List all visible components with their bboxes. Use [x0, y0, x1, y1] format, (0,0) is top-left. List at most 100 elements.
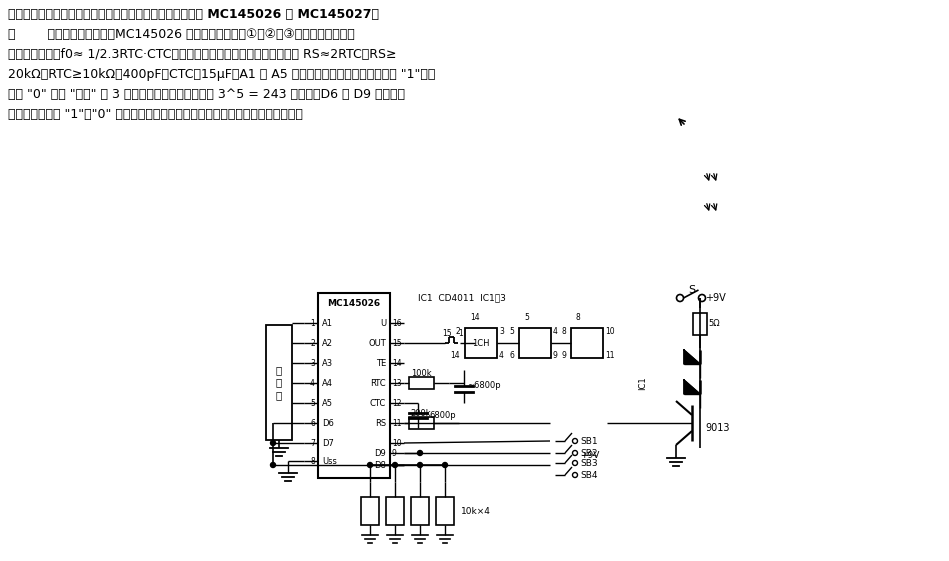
Text: SB1: SB1 — [580, 436, 598, 445]
Text: 电平 "0" 或者 "开路" 这 3 种状态，这样最多可以编成 3^5 = 243 种码型。D6 ～ D9 是数据输: 电平 "0" 或者 "开路" 这 3 种状态，这样最多可以编成 3^5 = 24… — [8, 88, 405, 101]
Text: 四路红外遥控器核心器件采用一对多路遥控编译码集成电路 MC145026 和 MC145027。: 四路红外遥控器核心器件采用一对多路遥控编译码集成电路 MC145026 和 MC… — [8, 8, 379, 21]
Text: 5: 5 — [310, 398, 315, 407]
Circle shape — [442, 462, 448, 467]
Text: D8: D8 — [374, 461, 386, 470]
Text: 14: 14 — [470, 314, 479, 323]
Text: 定其时钟频率，f0≈ 1/2.3RTC·CTC。这里对阻容件有一个限定范围，要求 RS≈2RTC、RS≥: 定其时钟频率，f0≈ 1/2.3RTC·CTC。这里对阻容件有一个限定范围，要求… — [8, 48, 397, 61]
Text: 1: 1 — [458, 329, 463, 338]
Text: SB2: SB2 — [580, 448, 598, 458]
Text: +9V: +9V — [580, 450, 600, 459]
Text: 8: 8 — [561, 327, 566, 335]
Bar — [436, 497, 454, 525]
Polygon shape — [684, 350, 700, 364]
Text: 11: 11 — [605, 351, 615, 360]
Text: RS: RS — [375, 419, 386, 427]
Circle shape — [393, 462, 398, 467]
Text: 14: 14 — [451, 351, 460, 360]
Text: 6: 6 — [509, 351, 514, 360]
Text: 8: 8 — [576, 314, 581, 323]
Bar — [693, 313, 707, 335]
Circle shape — [270, 462, 275, 467]
Text: +9V: +9V — [705, 293, 726, 303]
Text: ~6800p: ~6800p — [467, 381, 501, 390]
Bar — [386, 497, 404, 525]
Bar — [411, 497, 429, 525]
Text: 6800p: 6800p — [429, 411, 456, 420]
Text: 10k×4: 10k×4 — [461, 507, 491, 516]
Text: 4: 4 — [499, 351, 504, 360]
Text: 5: 5 — [524, 314, 529, 323]
Bar — [361, 497, 379, 525]
Polygon shape — [684, 380, 700, 394]
Text: IC1  CD4011  IC1－3: IC1 CD4011 IC1－3 — [418, 293, 506, 302]
Text: 100k: 100k — [411, 369, 431, 378]
Circle shape — [698, 295, 705, 301]
Text: RTC: RTC — [370, 379, 386, 388]
Text: 6: 6 — [310, 419, 315, 427]
Circle shape — [270, 440, 275, 445]
Circle shape — [367, 462, 373, 467]
Text: 1CH: 1CH — [473, 338, 490, 347]
Circle shape — [677, 295, 683, 301]
Bar — [465, 328, 497, 358]
Text: 15: 15 — [392, 338, 401, 347]
Text: 2: 2 — [456, 327, 460, 335]
Text: 14: 14 — [392, 358, 401, 367]
Text: OUT: OUT — [368, 338, 386, 347]
Text: 3: 3 — [310, 358, 315, 367]
Text: 9: 9 — [553, 351, 558, 360]
Circle shape — [572, 450, 578, 456]
Text: CTC: CTC — [370, 398, 386, 407]
Text: SB4: SB4 — [580, 471, 598, 480]
Bar — [571, 328, 603, 358]
Text: 编
码
线: 编 码 线 — [276, 365, 282, 400]
Text: 入，只可以编成 "1"、"0" 两种状态。编码器是用脉冲的宽窄不同来代表所编的码型: 入，只可以编成 "1"、"0" 两种状态。编码器是用脉冲的宽窄不同来代表所编的码… — [8, 108, 303, 121]
Text: TE: TE — [376, 358, 386, 367]
Text: 10: 10 — [392, 439, 401, 448]
Text: U: U — [380, 319, 386, 328]
Text: D7: D7 — [322, 439, 334, 448]
Text: 10: 10 — [605, 327, 615, 335]
Text: 9: 9 — [561, 351, 566, 360]
Text: MC145026: MC145026 — [327, 298, 381, 307]
Text: 图        是红外发射器电路。MC145026 是编码器，它的第①、②、③脚外接的阻容件决: 图 是红外发射器电路。MC145026 是编码器，它的第①、②、③脚外接的阻容件… — [8, 28, 355, 41]
Text: IC1: IC1 — [639, 376, 647, 390]
Bar — [266, 325, 292, 440]
Bar — [318, 293, 390, 478]
Bar — [519, 328, 551, 358]
Bar — [409, 377, 434, 389]
Circle shape — [418, 462, 422, 467]
Text: 16: 16 — [392, 319, 401, 328]
Text: D9: D9 — [374, 448, 386, 458]
Text: 13: 13 — [392, 379, 401, 388]
Text: 15: 15 — [442, 329, 452, 338]
Text: A2: A2 — [322, 338, 333, 347]
Text: 5: 5 — [509, 327, 514, 335]
Bar — [409, 417, 434, 429]
Text: 11: 11 — [392, 419, 401, 427]
Text: A3: A3 — [322, 358, 333, 367]
Text: A4: A4 — [322, 379, 333, 388]
Circle shape — [572, 472, 578, 477]
Text: 9013: 9013 — [705, 423, 730, 433]
Text: 1: 1 — [310, 319, 315, 328]
Circle shape — [572, 461, 578, 466]
Text: 20kΩ，RTC≥10kΩ，400pF＜CTC＜15μF。A1 ～ A5 是编码地址输入，可以接高电平 "1"、低: 20kΩ，RTC≥10kΩ，400pF＜CTC＜15μF。A1 ～ A5 是编码… — [8, 68, 436, 81]
Text: A1: A1 — [322, 319, 333, 328]
Text: A5: A5 — [322, 398, 333, 407]
Text: 7: 7 — [310, 439, 315, 448]
Circle shape — [572, 439, 578, 444]
Text: 200k: 200k — [411, 408, 431, 417]
Text: 3: 3 — [499, 327, 504, 335]
Text: 2: 2 — [310, 338, 315, 347]
Text: 8: 8 — [310, 457, 315, 466]
Circle shape — [418, 450, 422, 456]
Text: 5Ω: 5Ω — [708, 320, 719, 329]
Text: 4: 4 — [553, 327, 558, 335]
Text: D6: D6 — [322, 419, 334, 427]
Text: 12: 12 — [392, 398, 401, 407]
Text: 9: 9 — [392, 448, 397, 458]
Text: SB3: SB3 — [580, 458, 598, 467]
Text: S: S — [688, 285, 696, 295]
Text: 4: 4 — [310, 379, 315, 388]
